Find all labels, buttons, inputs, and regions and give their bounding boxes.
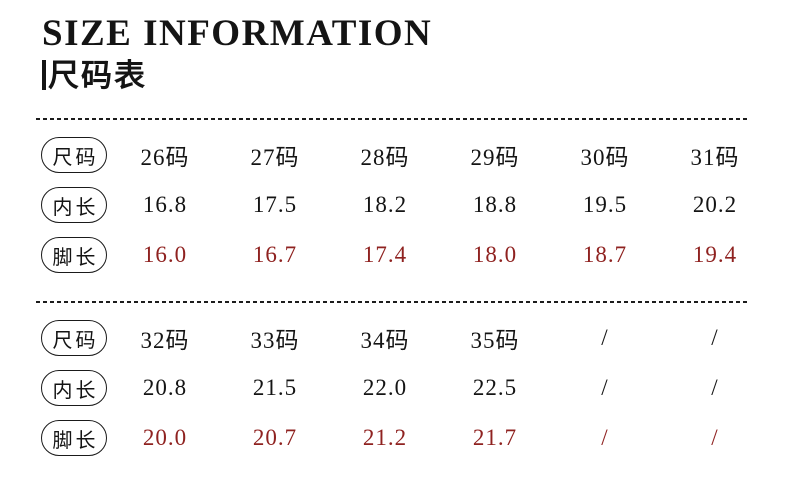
row-label-pill: 尺码	[41, 137, 107, 174]
size-cell: 34码	[360, 328, 410, 354]
foot-length-cell: /	[711, 425, 719, 451]
row-label: 尺码	[52, 329, 99, 352]
foot-length-row: 脚长 16.0 16.7 17.4 18.0 18.7 19.4	[36, 230, 790, 280]
row-label-pill: 脚长	[41, 237, 107, 274]
size-cell: 33码	[250, 328, 300, 354]
inner-length-cell: 21.5	[252, 375, 298, 401]
size-cell: /	[711, 325, 719, 351]
foot-length-cell: 20.7	[252, 425, 298, 451]
row-label: 脚长	[52, 246, 99, 269]
inner-length-row: 内长 20.8 21.5 22.0 22.5 / /	[36, 363, 790, 413]
size-cell: 35码	[470, 328, 520, 354]
dashed-divider	[36, 301, 748, 304]
foot-length-cell: 16.7	[252, 242, 298, 268]
row-label: 脚长	[52, 429, 99, 452]
size-cell: 29码	[470, 145, 520, 171]
inner-length-cell: /	[601, 375, 609, 401]
page-title: SIZE INFORMATION	[42, 13, 433, 54]
size-cell: 32码	[140, 328, 190, 354]
foot-length-cell: /	[601, 425, 609, 451]
foot-length-cell: 21.2	[362, 425, 408, 451]
foot-length-cell: 17.4	[362, 242, 408, 268]
foot-length-cell: 18.0	[472, 242, 518, 268]
inner-length-cell: 22.0	[362, 375, 408, 401]
inner-length-cell: 20.2	[692, 192, 738, 218]
foot-length-cell: 20.0	[142, 425, 188, 451]
size-cell: 31码	[690, 145, 740, 171]
size-row: 尺码 26码 27码 28码 29码 30码 31码	[36, 130, 790, 180]
page-header: SIZE INFORMATION 尺码表	[0, 0, 790, 93]
subtitle-bar	[42, 60, 46, 91]
inner-length-cell: 20.8	[142, 375, 188, 401]
foot-length-cell: 21.7	[472, 425, 518, 451]
inner-length-cell: 19.5	[582, 192, 628, 218]
size-cell: 26码	[140, 145, 190, 171]
foot-length-cell: 19.4	[692, 242, 738, 268]
row-label-pill: 尺码	[41, 320, 107, 357]
subtitle-line: 尺码表	[42, 57, 790, 93]
inner-length-cell: 22.5	[472, 375, 518, 401]
page-subtitle: 尺码表	[48, 57, 147, 93]
inner-length-cell: 18.8	[472, 192, 518, 218]
row-label-pill: 脚长	[41, 420, 107, 457]
size-table-26-31: 尺码 26码 27码 28码 29码 30码 31码 内长 16.8 17.5 …	[36, 118, 790, 280]
foot-length-row: 脚长 20.0 20.7 21.2 21.7 / /	[36, 413, 790, 463]
inner-length-cell: 18.2	[362, 192, 408, 218]
size-cell: /	[601, 325, 609, 351]
size-cell: 30码	[580, 145, 630, 171]
row-label: 内长	[52, 379, 99, 402]
table-rows: 尺码 32码 33码 34码 35码 / / 内长 20.8 21.5 22.0…	[36, 303, 790, 463]
size-cell: 28码	[360, 145, 410, 171]
foot-length-cell: 16.0	[142, 242, 188, 268]
foot-length-cell: 18.7	[582, 242, 628, 268]
inner-length-cell: /	[711, 375, 719, 401]
row-label: 内长	[52, 196, 99, 219]
row-label: 尺码	[52, 146, 99, 169]
row-label-pill: 内长	[41, 370, 107, 407]
inner-length-cell: 16.8	[142, 192, 188, 218]
row-label-pill: 内长	[41, 187, 107, 224]
table-rows: 尺码 26码 27码 28码 29码 30码 31码 内长 16.8 17.5 …	[36, 120, 790, 280]
inner-length-row: 内长 16.8 17.5 18.2 18.8 19.5 20.2	[36, 180, 790, 230]
size-cell: 27码	[250, 145, 300, 171]
size-table-32-35: 尺码 32码 33码 34码 35码 / / 内长 20.8 21.5 22.0…	[36, 301, 790, 463]
size-row: 尺码 32码 33码 34码 35码 / /	[36, 313, 790, 363]
dashed-divider	[36, 118, 748, 121]
inner-length-cell: 17.5	[252, 192, 298, 218]
